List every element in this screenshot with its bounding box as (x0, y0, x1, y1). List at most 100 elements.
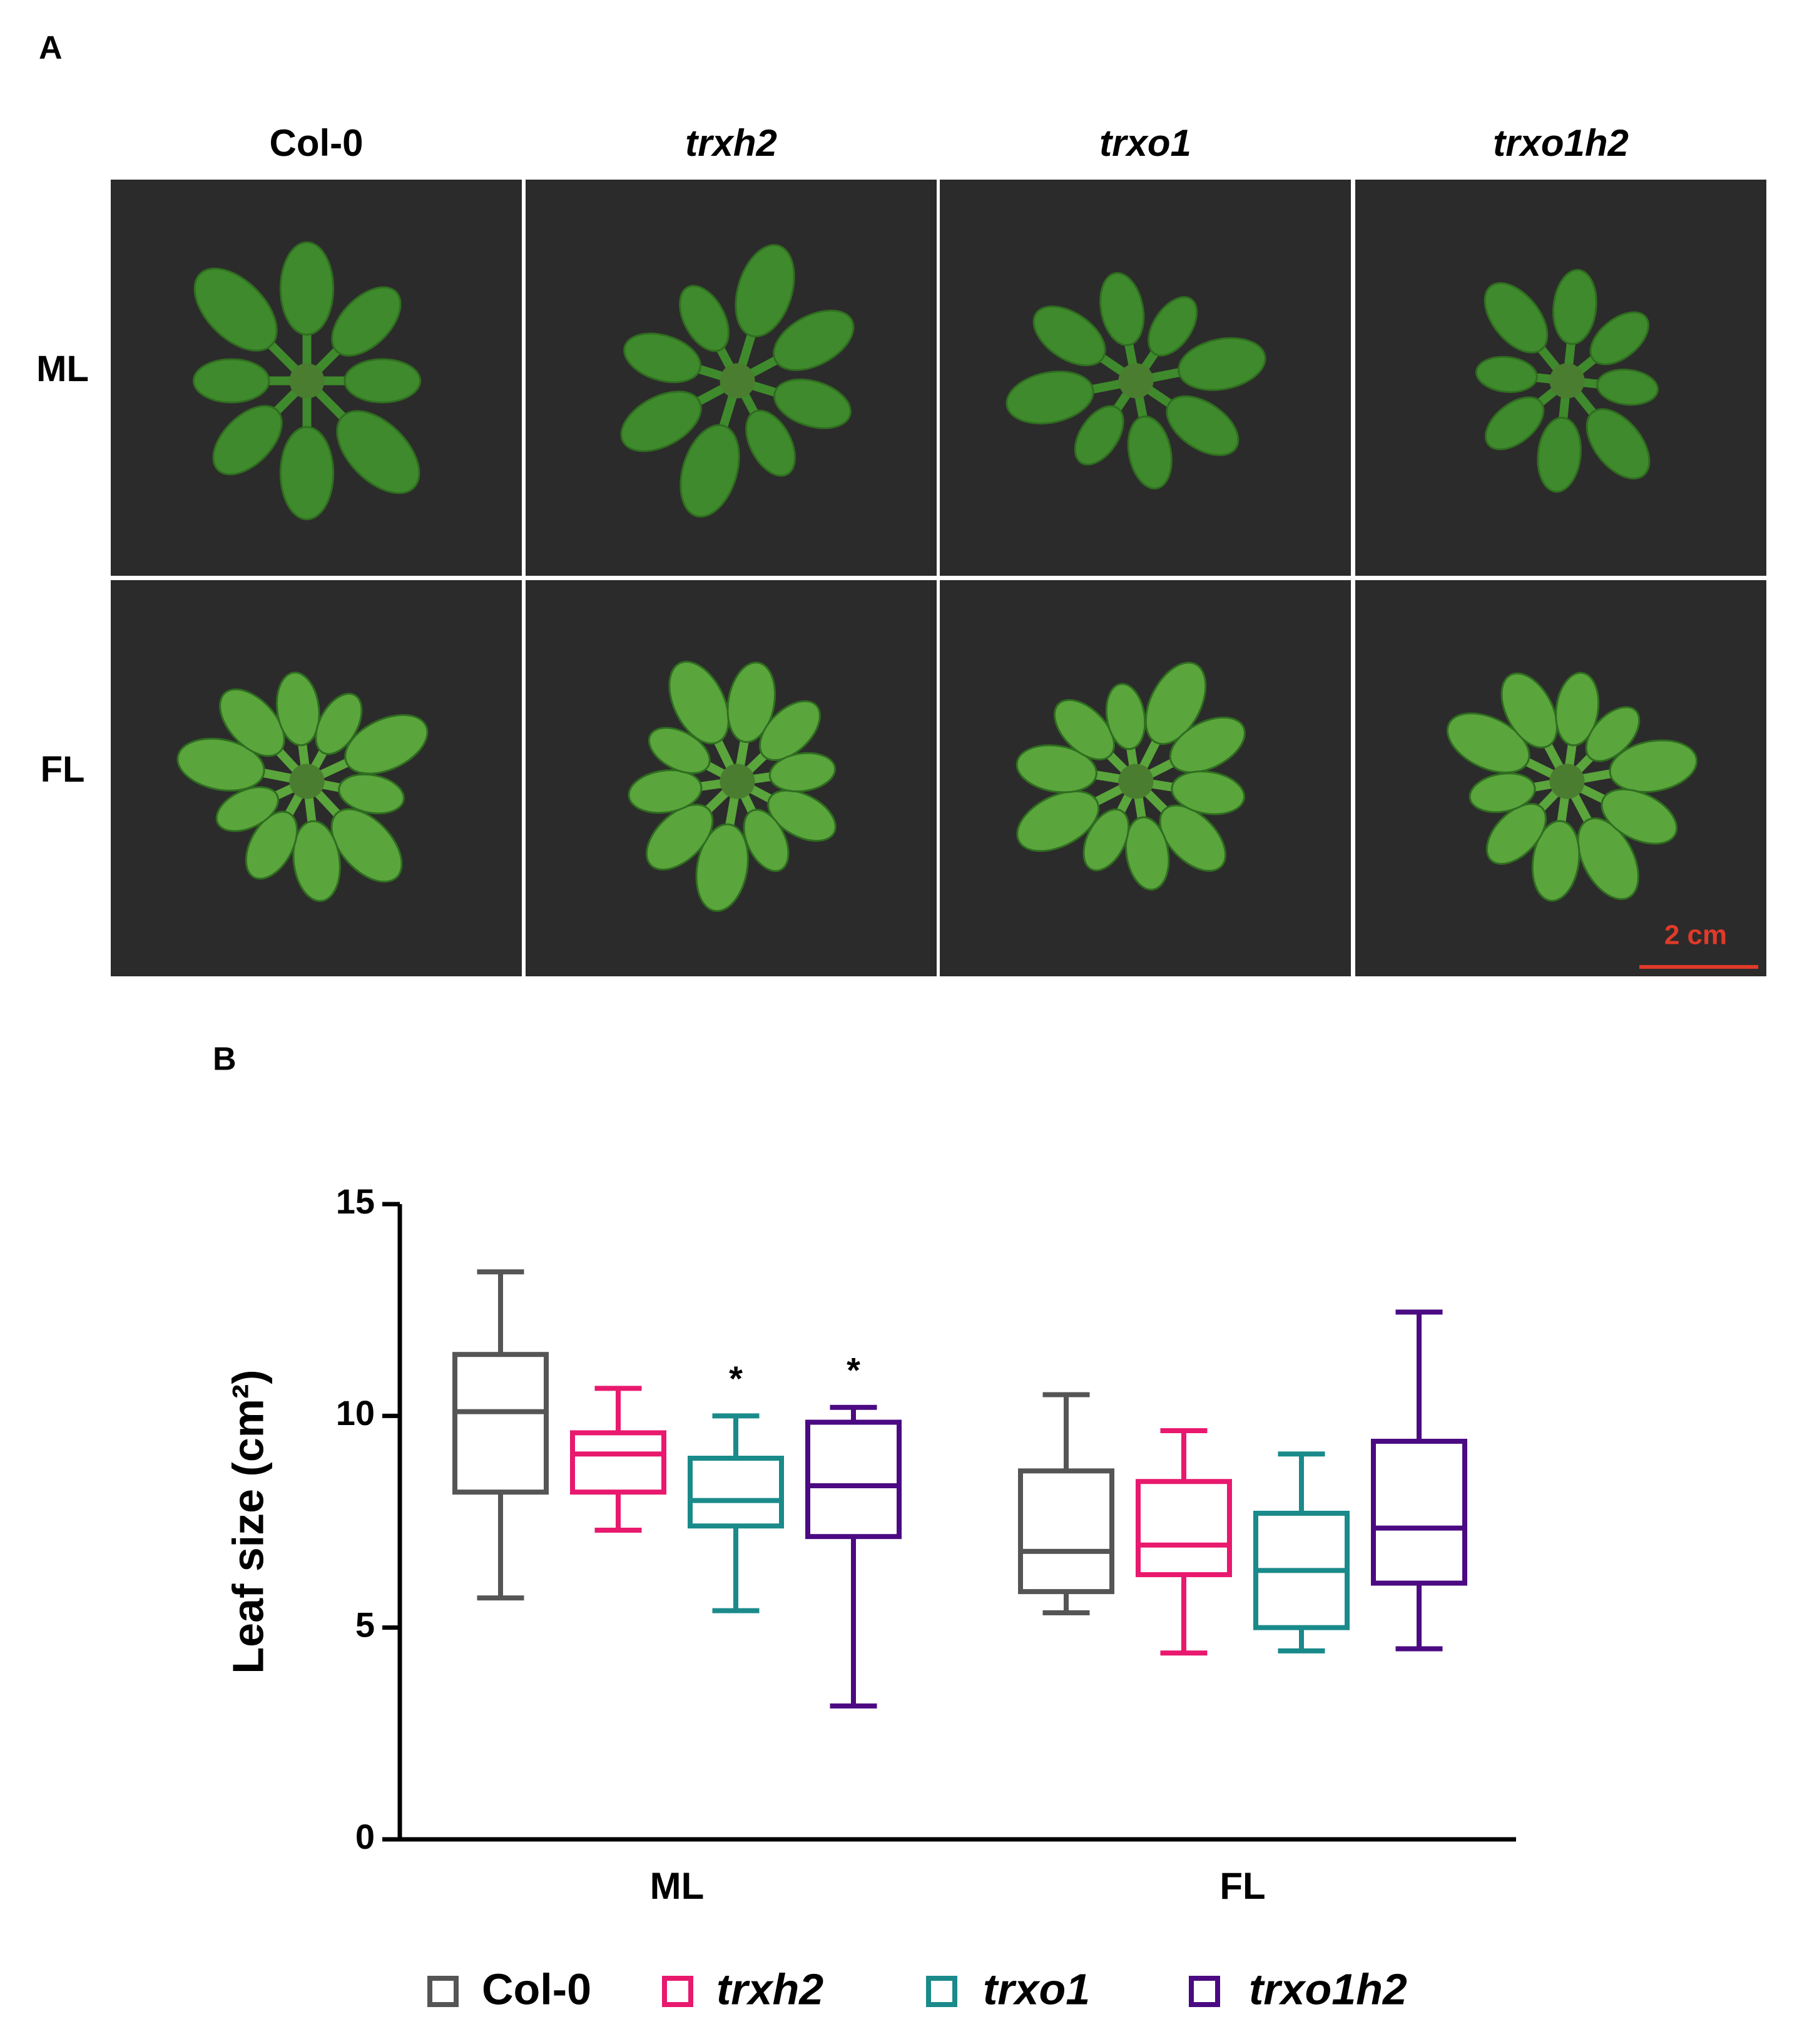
column-header: trxo1h2 (1493, 122, 1629, 164)
blade (623, 332, 701, 384)
leaf (1484, 377, 1570, 451)
y-tick-label: 5 (355, 1605, 375, 1644)
blade (1446, 712, 1530, 774)
blade (735, 244, 795, 338)
rosette-center (289, 764, 325, 799)
leaf (733, 779, 790, 872)
leaf (1564, 378, 1651, 480)
blade (1552, 268, 1597, 345)
blade (1105, 683, 1146, 750)
blade (1166, 395, 1240, 456)
blade (315, 692, 363, 755)
blade (330, 808, 403, 883)
row-label: FL (41, 749, 85, 790)
plant (628, 660, 837, 912)
panel-label: A (39, 30, 63, 66)
blade (219, 688, 285, 757)
blade (215, 786, 280, 832)
blade (1537, 416, 1582, 493)
panel-label: B (213, 1041, 237, 1078)
blade (1485, 802, 1547, 865)
scale-bar-label: 2 cm (1664, 920, 1727, 951)
box (452, 1352, 549, 1495)
blade (245, 810, 298, 880)
blade (1169, 716, 1246, 774)
leaf (1016, 744, 1137, 794)
blade (726, 662, 776, 744)
blade (1596, 369, 1659, 406)
blade (1484, 396, 1545, 451)
blade (1475, 355, 1538, 393)
column-header: trxo1 (1099, 122, 1191, 164)
blade (1016, 744, 1097, 794)
blade (768, 752, 837, 792)
significance-mark: * (847, 1351, 860, 1390)
blade (1484, 282, 1549, 354)
leaf (305, 714, 429, 785)
blade (1577, 817, 1639, 901)
leaf (1132, 296, 1198, 384)
x-tick-label: ML (650, 1865, 705, 1907)
y-tick-label: 0 (355, 1817, 375, 1856)
significance-mark: * (729, 1359, 743, 1398)
box (1136, 1479, 1232, 1578)
blade (212, 405, 283, 476)
blade (1032, 305, 1106, 367)
plant (192, 241, 422, 521)
rosette-center (1549, 764, 1585, 799)
blade (1074, 405, 1124, 466)
column-header: Col-0 (270, 122, 364, 164)
blade (1159, 804, 1227, 872)
plant (176, 672, 429, 902)
blade (758, 700, 821, 762)
blade (1127, 415, 1173, 490)
blade (767, 789, 837, 842)
legend-swatch (1189, 1976, 1220, 2007)
blade (1178, 337, 1266, 391)
blade (773, 378, 852, 429)
blade (292, 820, 341, 902)
plant (1005, 272, 1266, 490)
blade (743, 809, 790, 872)
x-tick-label: FL (1219, 1865, 1265, 1907)
blade (773, 309, 855, 371)
blade (1469, 772, 1536, 814)
blade (1005, 370, 1094, 425)
blade (1601, 788, 1678, 845)
box (688, 1456, 784, 1529)
blade (645, 804, 714, 871)
box (805, 1419, 902, 1540)
legend-swatch (427, 1976, 459, 2007)
blade (628, 769, 703, 814)
y-tick-label: 10 (336, 1393, 375, 1433)
blade (1585, 706, 1641, 762)
blade (331, 286, 402, 357)
plant (1446, 672, 1698, 902)
legend-label: Col-0 (482, 1965, 591, 2013)
blade (648, 727, 711, 774)
blade (1148, 296, 1198, 357)
blade (1609, 739, 1698, 793)
blade (1531, 820, 1581, 902)
blade (680, 424, 740, 518)
rosette-center (720, 764, 755, 799)
blade (1589, 311, 1650, 365)
blade (344, 714, 429, 775)
blade (1125, 816, 1170, 891)
blade (1082, 808, 1130, 872)
blade (336, 410, 420, 494)
row-label: ML (36, 349, 89, 389)
blade (279, 426, 335, 521)
leaf (245, 779, 311, 880)
blade (275, 672, 320, 747)
rosette-center (1118, 363, 1154, 399)
rosette-center (720, 363, 755, 399)
blade (679, 285, 730, 352)
blade (338, 773, 405, 815)
blade (1144, 662, 1207, 745)
box (1018, 1468, 1114, 1595)
leaf (1134, 716, 1246, 785)
blade (668, 660, 730, 745)
blade (1586, 408, 1651, 480)
